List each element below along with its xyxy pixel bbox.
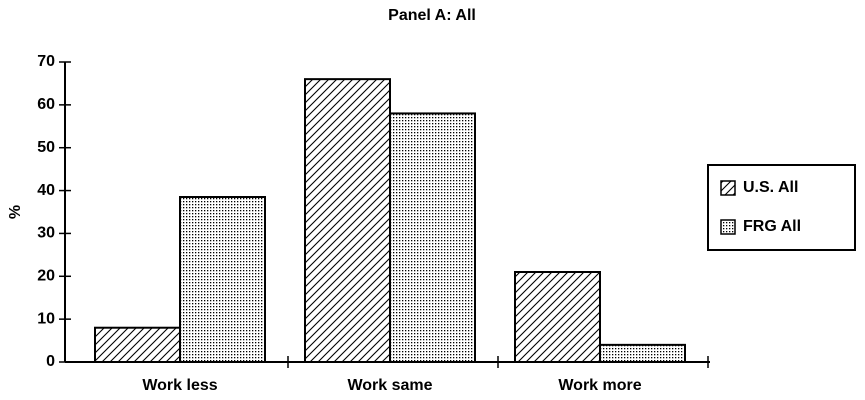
x-tick-label: Work same (347, 377, 432, 394)
y-tick-label: 10 (37, 310, 55, 327)
legend-box (707, 164, 856, 251)
bar (599, 343, 686, 364)
chart-title: Panel A: All (388, 7, 476, 24)
y-tick-label: 50 (37, 139, 55, 156)
bar (304, 78, 391, 364)
x-tick-label: Work more (558, 377, 641, 394)
legend-swatch (720, 219, 736, 235)
x-tick-label: Work less (142, 377, 217, 394)
legend-label: FRG All (743, 218, 801, 235)
y-tick-label: 0 (46, 353, 55, 370)
y-tick-label: 60 (37, 96, 55, 113)
legend-label: U.S. All (743, 179, 798, 196)
bar (94, 326, 181, 364)
bar (179, 196, 266, 363)
y-tick-label: 70 (37, 53, 55, 70)
legend-swatch (720, 180, 736, 196)
bar (389, 112, 476, 363)
y-tick-label: 20 (37, 268, 55, 285)
bar (514, 271, 601, 363)
y-tick-label: 30 (37, 225, 55, 242)
y-tick-label: 40 (37, 182, 55, 199)
y-axis-label: % (7, 205, 24, 219)
